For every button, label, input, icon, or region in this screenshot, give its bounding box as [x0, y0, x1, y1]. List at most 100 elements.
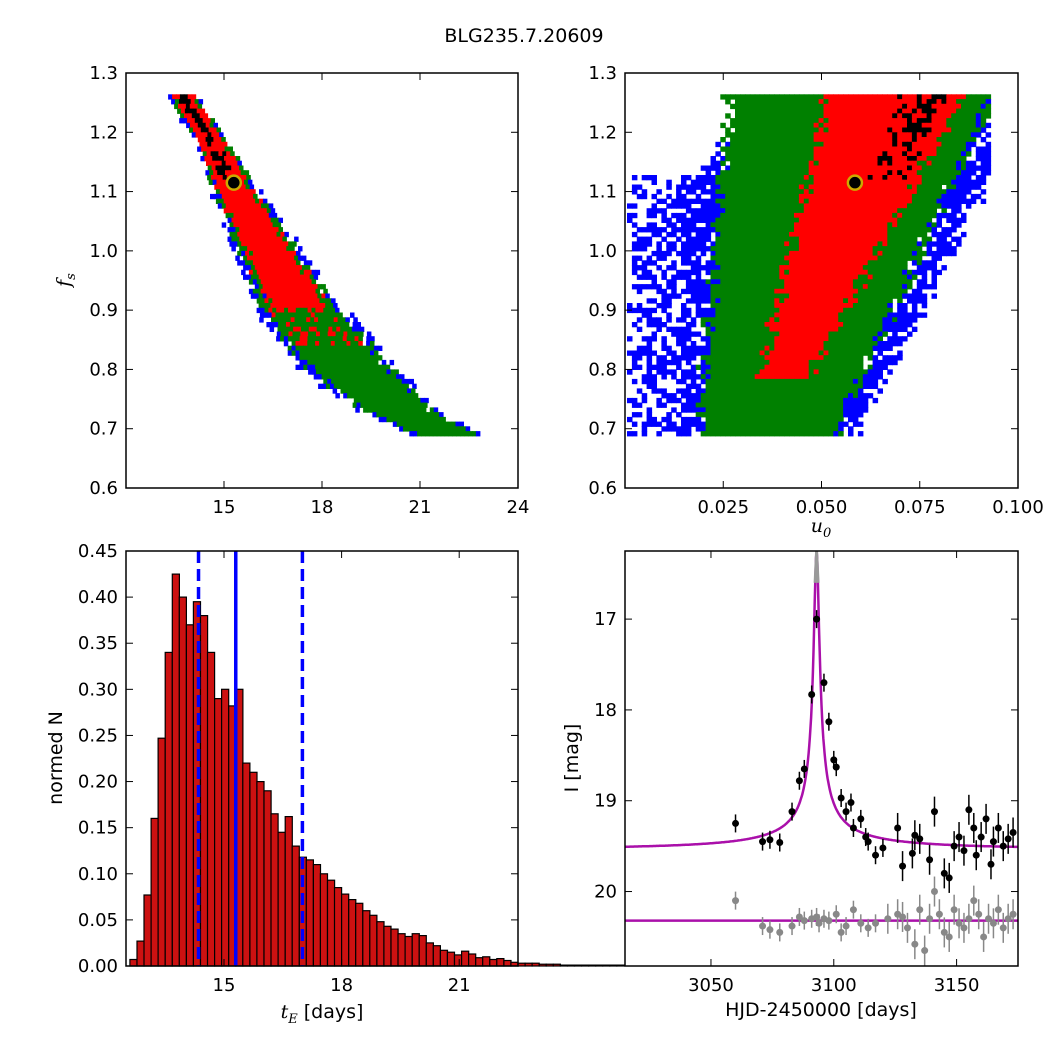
fs-u0-density-cell [794, 250, 800, 257]
fs-u0-density-cell [907, 184, 913, 190]
fs-te-density-cell [417, 431, 422, 437]
fs-u0-density-cell [656, 227, 662, 233]
fs-te-density-cell [399, 402, 405, 408]
fs-u0-density-cell [798, 113, 805, 119]
fs-u0-density-cell [872, 250, 879, 257]
fs-u0-density-cell [956, 189, 962, 195]
fs-u0-density-cell [749, 374, 756, 380]
fs-u0-density-cell [784, 331, 790, 337]
fs-u0-density-cell [926, 156, 933, 162]
fs-te-density-cell [274, 227, 280, 233]
fs-te-density-cell [331, 298, 336, 304]
fs-te-density-cells [168, 94, 481, 437]
fs-u0-density-cell [862, 203, 869, 209]
fs-te-density-cell [365, 397, 370, 404]
fs-u0-density-cell [754, 388, 761, 394]
fs-u0-density-cell [803, 227, 810, 233]
fs-u0-density-cell [744, 345, 751, 351]
fs-te-density-cell [269, 326, 275, 332]
fs-u0-density-cell [985, 132, 992, 138]
fs-te-density-cell [312, 369, 317, 375]
fs-te-density-cell [276, 307, 281, 314]
fs-u0-density-cell [926, 170, 933, 176]
fs-te-density-cell [311, 359, 316, 366]
fs-u0-density-cell [887, 312, 893, 318]
fs-te-density-cell [174, 103, 179, 110]
fs-te-density-cell [287, 345, 293, 351]
fs-u0-density-cell [715, 241, 721, 247]
fs-te-density-cell [465, 426, 471, 432]
fs-u0-density-cell [700, 388, 707, 394]
fs-u0-density-cell [833, 217, 839, 223]
fs-u0-density-cell [754, 416, 761, 423]
fs-u0-density-cell [671, 284, 677, 290]
fs-u0-density-cell [764, 170, 770, 176]
fs-te-density-cell [342, 336, 348, 342]
fs-u0-density-cell [690, 421, 697, 427]
fs-u0-density-cell [735, 312, 741, 318]
fs-u0-density-cell [833, 312, 839, 318]
fs-u0-density-cell [661, 274, 667, 280]
fs-u0-density-cell [774, 179, 780, 185]
fs-u0-density-cell [794, 141, 800, 148]
fs-u0-density-cell [852, 298, 859, 304]
fs-u0-density-cell [848, 307, 854, 314]
fs-te-density-cell [334, 355, 340, 361]
fs-u0-density-cell [715, 307, 721, 314]
fs-u0-density-cell [897, 141, 903, 148]
fs-u0-density-cell [740, 359, 746, 366]
fs-u0-density-cell [695, 279, 702, 285]
fs-u0-density-cell [759, 374, 766, 380]
fs-u0-density-cell [730, 151, 736, 157]
fs-u0-density-cell [902, 279, 908, 285]
fs-u0-density-cell [740, 416, 746, 423]
fs-u0-density-cell [789, 412, 795, 418]
fs-te-density-cell [239, 165, 244, 171]
fs-u0-density-cell [857, 113, 864, 119]
fs-u0-density-cell [695, 217, 702, 223]
fs-te-density-cell [396, 383, 401, 389]
fs-u0-density-cell [794, 293, 800, 299]
fs-u0-density-cell [690, 383, 697, 389]
fs-u0-density-cell [794, 369, 800, 375]
fs-te-density-cell [284, 279, 289, 285]
fs-u0-density-cell [764, 175, 770, 181]
fs-te-density-cell [329, 383, 335, 389]
fs-u0-density-cell [759, 288, 766, 295]
fs-u0-density-cell [877, 156, 883, 162]
fs-u0-density-cell [965, 189, 972, 195]
fs-u0-density-cell [823, 397, 829, 404]
fs-u0-density-cell [774, 94, 780, 100]
fs-u0-density-cell [759, 179, 766, 185]
fs-u0-density-cell [882, 326, 888, 332]
fs-te-density-cell [398, 416, 403, 423]
fs-u0-density-cell [681, 179, 687, 185]
fs-u0-density-cell [794, 108, 800, 114]
fs-te-density-cell [254, 265, 260, 271]
fs-u0-density-cell [740, 241, 746, 247]
fs-u0-density-cell [867, 236, 874, 242]
fs-u0-density-cell [803, 170, 810, 176]
fs-te-density-cell [402, 407, 407, 413]
fs-u0-density-cell [965, 146, 972, 152]
fs-u0-density-cell [764, 99, 770, 105]
fs-te-density-cell [342, 341, 348, 347]
fs-u0-density-cell [695, 331, 702, 337]
fs-u0-density-cell [902, 307, 908, 314]
fs-u0-density-cell [759, 118, 766, 124]
fs-u0-density-cell [720, 279, 726, 285]
fs-u0-density-cell [789, 393, 795, 399]
fs-u0-density-cell [740, 151, 746, 157]
fs-u0-density-cell [749, 378, 756, 385]
fs-u0-density-cell [744, 241, 751, 247]
fs-u0-density-cell [818, 388, 825, 394]
fs-u0-density-cell [970, 103, 977, 110]
fs-u0-density-cell [676, 388, 682, 394]
fs-te-density-cell [288, 250, 293, 257]
fs-u0-density-cell [975, 151, 982, 157]
fs-u0-density-cell [720, 179, 726, 185]
fs-te-density-cell [286, 322, 291, 328]
fs-u0-density-cell [956, 156, 962, 162]
fs-u0-density-cell [803, 303, 810, 309]
fs-te-density-cell [307, 336, 312, 342]
